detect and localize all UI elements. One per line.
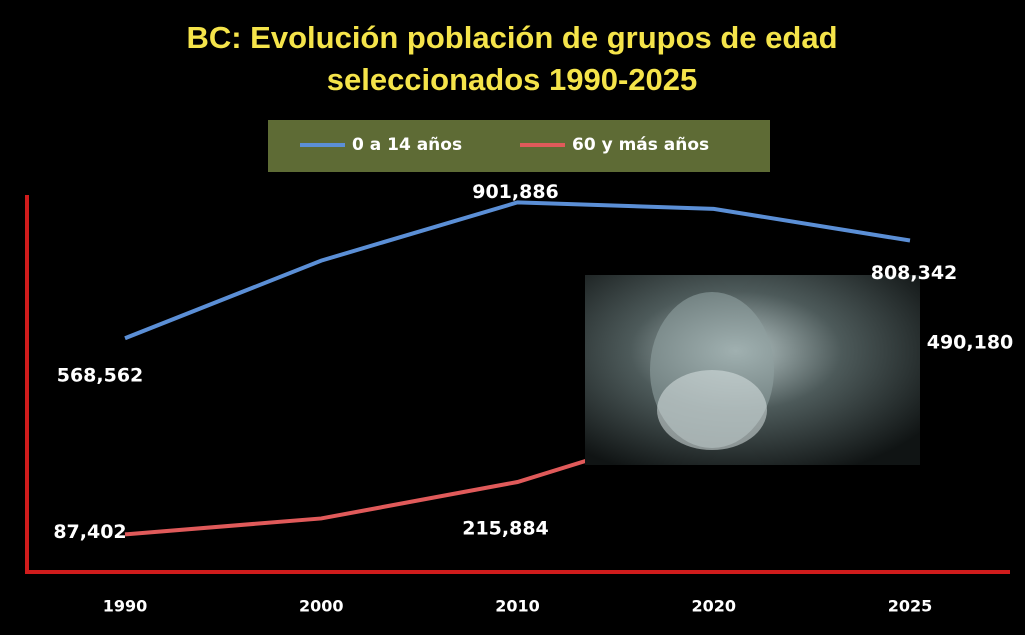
x-tick-label: 2010 <box>495 597 540 616</box>
data-label: 901,886 <box>472 181 559 203</box>
legend-box <box>268 120 770 172</box>
data-label: 568,562 <box>57 365 144 387</box>
labels: 568,562 901,886 808,342 87,402 215,884 490,18… <box>53 181 1013 543</box>
x-tick-label: 1990 <box>103 597 148 616</box>
data-label: 808,342 <box>871 262 958 284</box>
data-label: 215,884 <box>462 518 549 540</box>
series-line <box>124 200 911 341</box>
x-tick-label: 2025 <box>888 597 933 616</box>
data-label: 87,402 <box>53 521 126 543</box>
chart-subtitle: seleccionados 1990-2025 <box>327 62 698 97</box>
legend-label: 60 y más años <box>572 135 709 155</box>
photo-beard <box>657 370 767 450</box>
legend-label: 0 a 14 años <box>352 135 462 155</box>
data-label: 490,180 <box>927 332 1014 354</box>
x-tick-label: 2000 <box>299 597 344 616</box>
photo <box>585 275 920 465</box>
x-tick-label: 2020 <box>691 597 736 616</box>
chart-title: BC: Evolución población de grupos de eda… <box>186 20 837 55</box>
